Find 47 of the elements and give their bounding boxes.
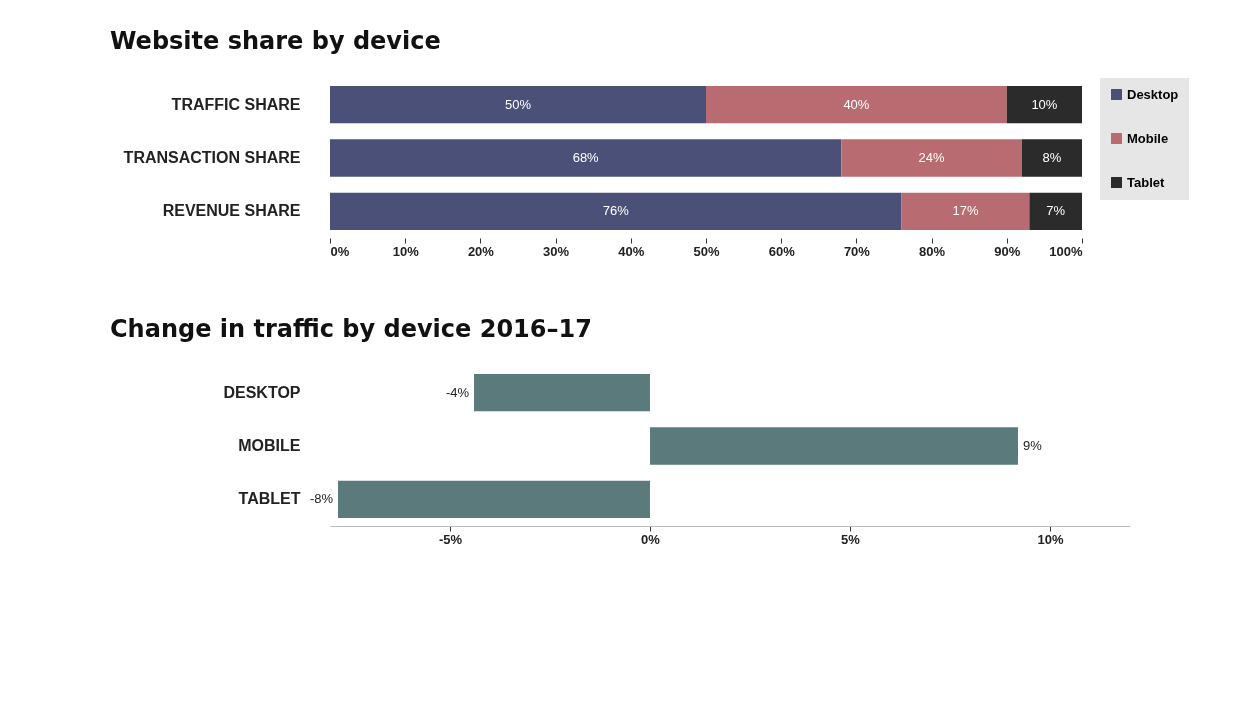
chart-title: Website share by device [110,27,441,55]
data-label: 76% [602,203,630,219]
x-tick-label: 30% [543,243,570,259]
data-label: 68% [572,150,600,165]
y-tick-label: MOBILE [238,437,301,454]
x-tick-label: 0% [641,531,661,547]
x-tick-label: 90% [994,243,1021,259]
y-tick-label: TRAFFIC SHARE [171,95,301,113]
legend-label: Desktop [1127,86,1179,102]
x-tick-label: 50% [693,243,720,259]
y-tick-label: TABLET [238,490,301,508]
x-tick-label: 40% [618,243,645,259]
x-tick-label: 10% [392,243,420,259]
chart-title: Change in traffic by device 2016–17 [110,315,592,343]
x-tick-label: 20% [467,243,495,259]
x-tick-label: 70% [843,243,871,259]
bar [330,86,706,124]
data-label: 8% [1042,150,1062,165]
y-tick-label: TRANSACTION SHARE [123,149,301,166]
data-label: 7% [1046,203,1066,219]
y-tick-label: REVENUE SHARE [162,202,301,220]
data-label: 24% [918,150,946,165]
data-label: 10% [1031,96,1058,112]
x-tick-label: -5% [438,531,463,547]
y-tick-label: DESKTOP [223,383,301,401]
x-tick-label: 10% [1037,531,1064,547]
legend-label: Mobile [1127,130,1169,146]
data-label: -8% [309,491,334,507]
x-tick-label: 100% [1049,243,1083,259]
data-label: 17% [952,203,979,219]
bar [330,139,842,177]
bar [1021,139,1082,177]
legend-label: Tablet [1127,174,1165,190]
x-tick-label: 60% [768,243,796,259]
x-tick-label: 0% [330,243,350,259]
bar [901,192,1030,230]
bar [841,139,1022,177]
data-label: 40% [843,96,870,112]
data-label: 50% [504,96,532,112]
bar [330,192,902,230]
data-label: -4% [445,384,470,400]
data-label: 9% [1023,438,1043,453]
x-tick-label: 5% [841,531,861,547]
bar [706,86,1007,124]
bar [1029,192,1082,230]
x-tick-label: 80% [919,243,946,259]
bar [1006,86,1082,124]
